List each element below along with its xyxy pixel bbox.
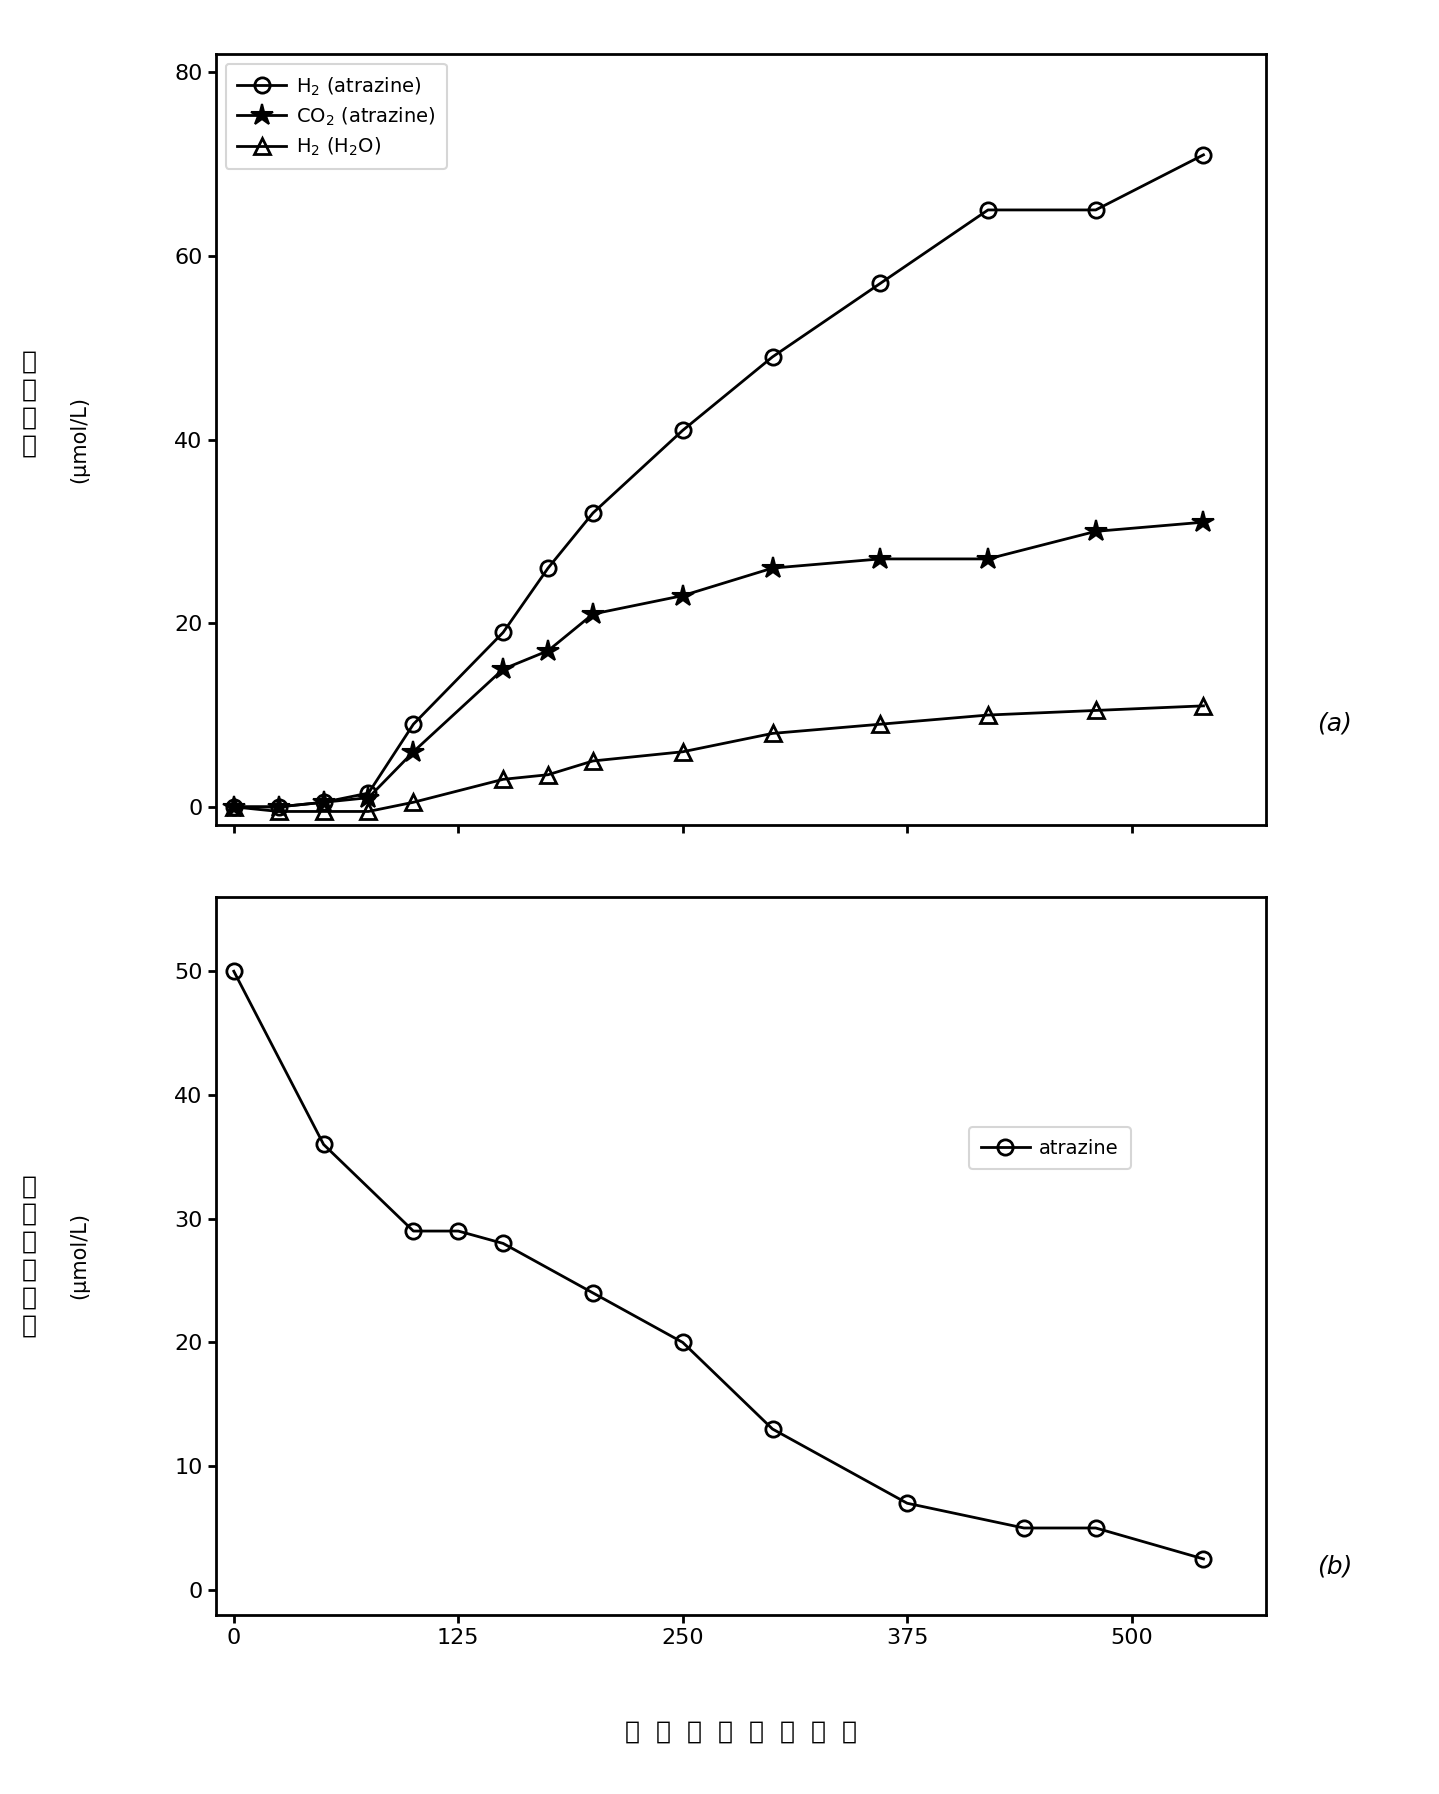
H$_2$ (H$_2$O) — [584, 750, 602, 771]
Line: CO$_2$ (atrazine): CO$_2$ (atrazine) — [223, 511, 1215, 818]
H$_2$ (H$_2$O) — [673, 741, 691, 762]
H$_2$ (atrazine) — [872, 273, 889, 294]
H$_2$ (H$_2$O) — [980, 705, 997, 727]
H$_2$ (atrazine) — [540, 558, 557, 579]
CO$_2$ (atrazine) — [673, 585, 691, 606]
H$_2$ (H$_2$O) — [1194, 694, 1212, 716]
H$_2$ (H$_2$O) — [271, 800, 288, 822]
Legend: H$_2$ (atrazine), CO$_2$ (atrazine), H$_2$ (H$_2$O): H$_2$ (atrazine), CO$_2$ (atrazine), H$_… — [226, 63, 448, 169]
H$_2$ (H$_2$O) — [360, 800, 377, 822]
Text: 阿
特
拉
津
浓
度: 阿 特 拉 津 浓 度 — [22, 1175, 36, 1337]
CO$_2$ (atrazine) — [764, 558, 781, 579]
atrazine — [1016, 1518, 1033, 1539]
H$_2$ (H$_2$O) — [764, 723, 781, 745]
H$_2$ (atrazine) — [673, 420, 691, 441]
atrazine — [764, 1419, 781, 1441]
CO$_2$ (atrazine) — [540, 640, 557, 662]
Text: 气
体
产
量: 气 体 产 量 — [22, 350, 36, 457]
Legend: atrazine: atrazine — [970, 1127, 1131, 1170]
CO$_2$ (atrazine) — [1194, 511, 1212, 533]
CO$_2$ (atrazine) — [224, 797, 242, 818]
CO$_2$ (atrazine) — [360, 788, 377, 809]
CO$_2$ (atrazine) — [1086, 520, 1104, 542]
CO$_2$ (atrazine) — [315, 791, 332, 813]
CO$_2$ (atrazine) — [872, 549, 889, 570]
atrazine — [315, 1134, 332, 1155]
H$_2$ (atrazine) — [1086, 199, 1104, 221]
atrazine — [449, 1220, 466, 1241]
Text: (μmol/L): (μmol/L) — [69, 396, 89, 483]
H$_2$ (H$_2$O) — [495, 768, 512, 789]
H$_2$ (atrazine) — [315, 791, 332, 813]
atrazine — [673, 1331, 691, 1353]
Text: (μmol/L): (μmol/L) — [69, 1213, 89, 1299]
H$_2$ (atrazine) — [1194, 144, 1212, 165]
H$_2$ (H$_2$O) — [1086, 700, 1104, 721]
H$_2$ (H$_2$O) — [224, 797, 242, 818]
atrazine — [898, 1493, 915, 1514]
H$_2$ (atrazine) — [584, 502, 602, 524]
H$_2$ (atrazine) — [224, 797, 242, 818]
H$_2$ (H$_2$O) — [540, 764, 557, 786]
CO$_2$ (atrazine) — [584, 603, 602, 624]
H$_2$ (atrazine) — [980, 199, 997, 221]
CO$_2$ (atrazine) — [271, 797, 288, 818]
CO$_2$ (atrazine) — [980, 549, 997, 570]
Line: H$_2$ (H$_2$O): H$_2$ (H$_2$O) — [226, 698, 1212, 820]
Text: (a): (a) — [1317, 712, 1351, 736]
atrazine — [584, 1283, 602, 1304]
Text: (b): (b) — [1317, 1555, 1353, 1579]
H$_2$ (atrazine) — [404, 714, 422, 736]
atrazine — [1086, 1518, 1104, 1539]
H$_2$ (atrazine) — [360, 782, 377, 804]
Line: atrazine: atrazine — [226, 963, 1212, 1566]
atrazine — [404, 1220, 422, 1241]
Line: H$_2$ (atrazine): H$_2$ (atrazine) — [226, 147, 1212, 814]
atrazine — [495, 1232, 512, 1254]
H$_2$ (atrazine) — [271, 797, 288, 818]
H$_2$ (atrazine) — [764, 346, 781, 368]
atrazine — [1194, 1548, 1212, 1570]
atrazine — [224, 960, 242, 981]
H$_2$ (H$_2$O) — [315, 800, 332, 822]
CO$_2$ (atrazine) — [404, 741, 422, 762]
H$_2$ (atrazine) — [495, 623, 512, 644]
CO$_2$ (atrazine) — [495, 658, 512, 680]
H$_2$ (H$_2$O) — [404, 791, 422, 813]
Text: 光  照  时  间  （  分  钟  ）: 光 照 时 间 （ 分 钟 ） — [625, 1719, 858, 1744]
H$_2$ (H$_2$O) — [872, 714, 889, 736]
